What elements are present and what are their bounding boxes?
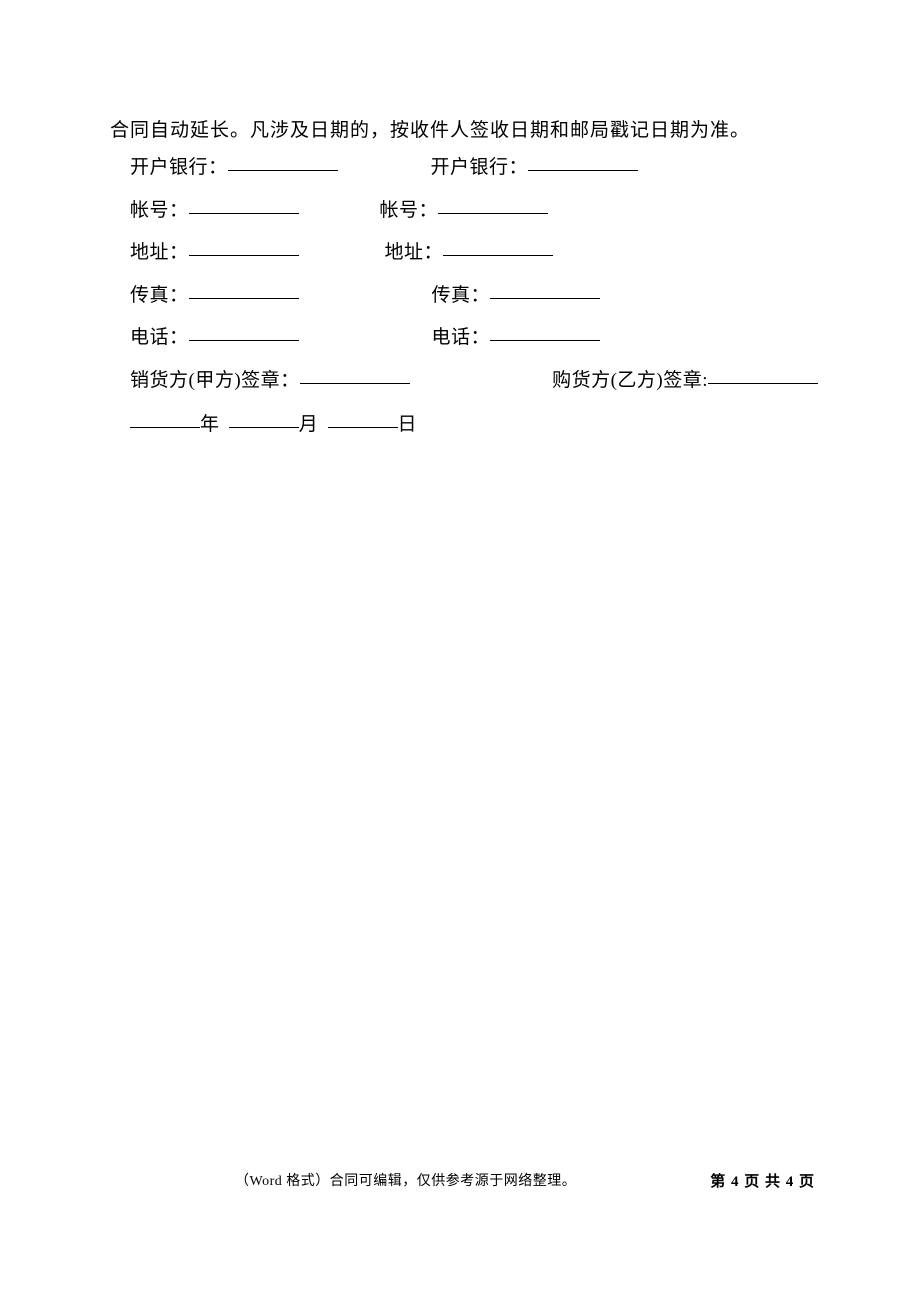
account-row: 帐号： 帐号：	[110, 197, 818, 226]
left-address-label: 地址：	[130, 242, 189, 263]
right-address-field: 地址：	[384, 239, 818, 268]
page-number: 第 4 页 共 4 页	[710, 1170, 815, 1191]
left-address-underline	[189, 237, 299, 256]
right-phone-label: 电话：	[431, 327, 490, 348]
right-account-field: 帐号：	[379, 197, 818, 226]
left-signature-underline	[300, 365, 410, 384]
right-phone-underline	[490, 322, 600, 341]
left-phone-field: 电话：	[110, 324, 299, 353]
right-fax-label: 传真：	[431, 285, 490, 306]
left-fax-label: 传真：	[130, 285, 189, 306]
right-address-underline	[443, 237, 553, 256]
left-account-label: 帐号：	[130, 200, 189, 221]
left-fax-underline	[189, 280, 299, 299]
right-bank-underline	[528, 152, 638, 171]
year-label: 年	[200, 414, 220, 435]
left-bank-field: 开户银行：	[110, 154, 338, 183]
right-signature-underline	[708, 365, 818, 384]
left-signature-field: 销货方(甲方)签章：	[110, 367, 410, 396]
month-label: 月	[299, 414, 319, 435]
left-phone-underline	[189, 322, 299, 341]
right-bank-label: 开户银行：	[430, 157, 528, 178]
page-footer: （Word 格式）合同可编辑，仅供参考源于网络整理。 第 4 页 共 4 页	[0, 1170, 920, 1190]
document-content: 合同自动延长。凡涉及日期的，按收件人签收日期和邮局戳记日期为准。 开户银行： 开…	[110, 115, 818, 436]
left-fax-field: 传真：	[110, 282, 299, 311]
right-bank-field: 开户银行：	[430, 154, 818, 183]
intro-paragraph: 合同自动延长。凡涉及日期的，按收件人签收日期和邮局戳记日期为准。	[110, 115, 818, 142]
footer-note: （Word 格式）合同可编辑，仅供参考源于网络整理。	[235, 1170, 576, 1190]
left-account-field: 帐号：	[110, 197, 299, 226]
right-account-label: 帐号：	[379, 200, 438, 221]
left-phone-label: 电话：	[130, 327, 189, 348]
phone-row: 电话： 电话：	[110, 324, 818, 353]
left-bank-underline	[228, 152, 338, 171]
right-account-underline	[438, 195, 548, 214]
left-account-underline	[189, 195, 299, 214]
signature-row: 销货方(甲方)签章： 购货方(乙方)签章:	[110, 367, 818, 396]
day-underline	[328, 409, 398, 428]
year-underline	[130, 409, 200, 428]
right-fax-underline	[490, 280, 600, 299]
right-signature-field: 购货方(乙方)签章:	[552, 367, 818, 396]
day-label: 日	[398, 414, 418, 435]
right-phone-field: 电话：	[431, 324, 818, 353]
left-address-field: 地址：	[110, 239, 299, 268]
bank-row: 开户银行： 开户银行：	[110, 154, 818, 183]
right-address-label: 地址：	[384, 242, 443, 263]
fax-row: 传真： 传真：	[110, 282, 818, 311]
left-bank-label: 开户银行：	[130, 157, 228, 178]
month-underline	[229, 409, 299, 428]
right-signature-label: 购货方(乙方)签章:	[552, 370, 708, 391]
left-signature-label: 销货方(甲方)签章：	[130, 370, 300, 391]
address-row: 地址： 地址：	[110, 239, 818, 268]
right-fax-field: 传真：	[431, 282, 818, 311]
date-row: 年 月 日	[110, 409, 818, 436]
